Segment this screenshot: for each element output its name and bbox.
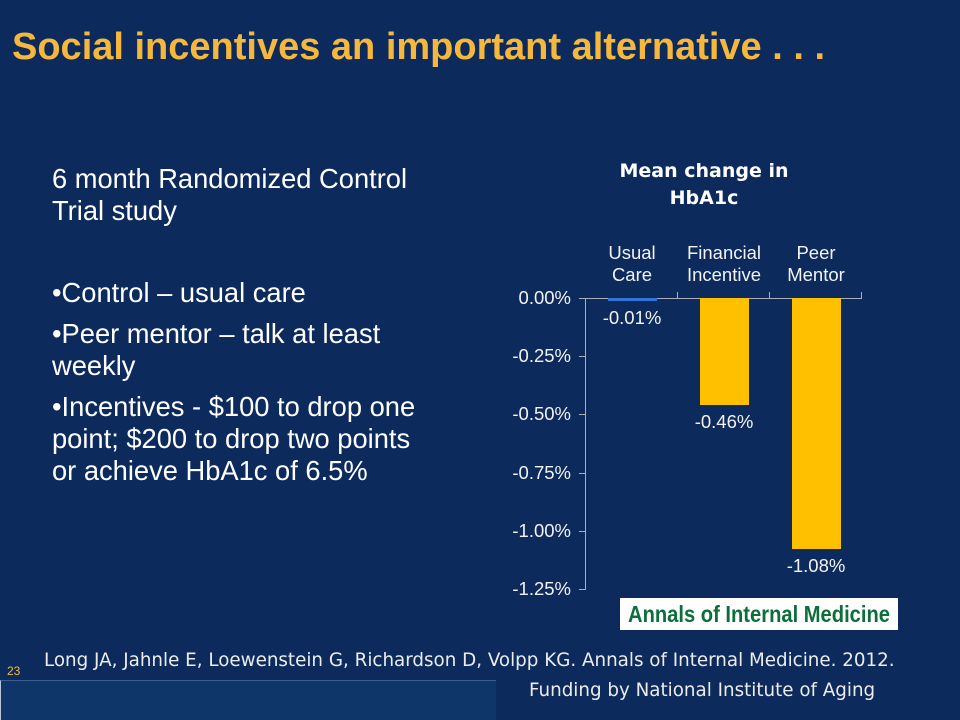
body-text: 6 month Randomized Control Trial study •… (52, 163, 428, 487)
data-label: -0.46% (694, 411, 754, 433)
category-label: Financial Incentive (686, 242, 762, 285)
slide-title: Social incentives an important alternati… (12, 26, 826, 68)
y-tick-mark (579, 530, 585, 532)
y-tick-label: -1.00% (512, 519, 571, 541)
category-label: Peer Mentor (787, 242, 845, 285)
y-tick-label: -0.50% (512, 403, 571, 425)
intro-text: 6 month Randomized Control Trial study (52, 163, 408, 226)
bar-peer-mentor (791, 298, 841, 550)
chart-title: Mean change in HbA1c (619, 160, 789, 209)
slide-number: 23 (7, 664, 21, 678)
x-tick-mark (769, 292, 770, 298)
bar-financial-incentive (699, 298, 749, 406)
y-tick-label: 0.00% (518, 287, 571, 308)
bullet-list: •Control – usual care •Peer mentor – tal… (52, 277, 428, 487)
data-label: -0.01% (602, 306, 662, 328)
data-label: -1.08% (786, 555, 846, 577)
logo-text: Annals of Internal Medicine (628, 601, 890, 627)
bar-chart: Mean change in HbA1c 0.00% -0.25% -0.50% -0… (490, 150, 910, 599)
annals-logo: Annals of Internal Medicine (620, 598, 898, 630)
category-label: Usual Care (608, 242, 656, 285)
funding-text: Funding by National Institute of Aging (529, 680, 876, 701)
y-tick-label: -1.25% (512, 578, 571, 599)
bullet-item-peer-mentor: •Peer mentor – talk at least weekly (52, 318, 381, 381)
bar-usual-care (607, 298, 657, 301)
footer-bar (0, 680, 496, 720)
y-tick-mark (579, 589, 585, 590)
y-axis-line (585, 298, 586, 590)
y-tick-mark (579, 356, 585, 358)
y-tick-label: -0.75% (512, 461, 571, 483)
y-tick-mark (579, 472, 585, 474)
bullet-item-incentives: •Incentives - $100 to drop one point; $2… (52, 391, 416, 486)
citation-text: Long JA, Jahnle E, Loewenstein G, Richar… (44, 650, 895, 671)
y-tick-mark (579, 298, 585, 299)
y-tick-mark (579, 414, 585, 416)
x-tick-mark (677, 292, 678, 298)
bullet-item-control: •Control – usual care (52, 277, 306, 308)
y-tick-label: -0.25% (512, 345, 571, 367)
x-tick-mark (861, 292, 862, 298)
